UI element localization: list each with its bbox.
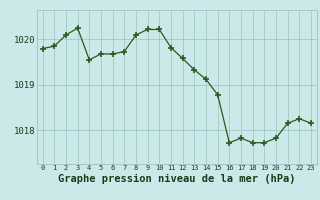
- X-axis label: Graphe pression niveau de la mer (hPa): Graphe pression niveau de la mer (hPa): [58, 174, 296, 184]
